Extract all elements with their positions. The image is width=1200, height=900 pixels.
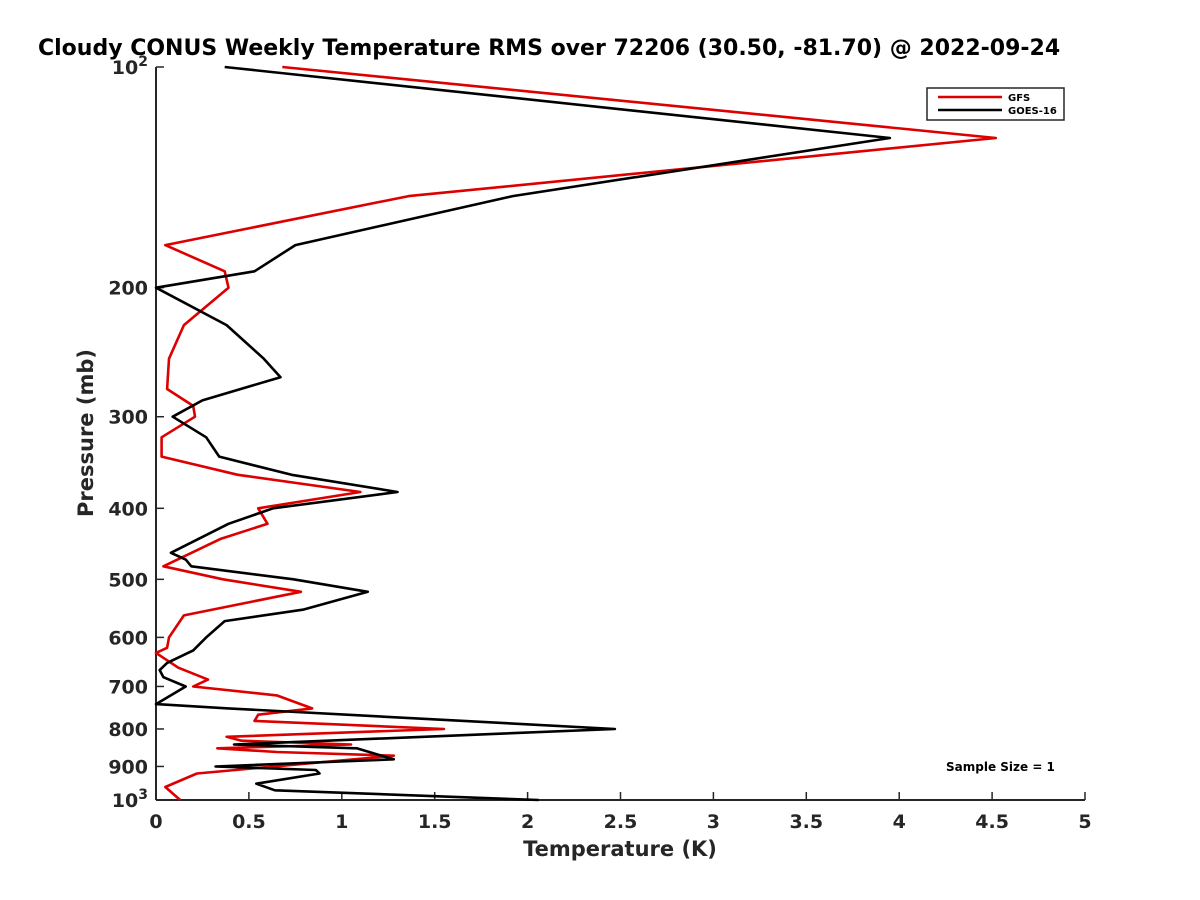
legend-label-gfs: GFS [1008, 93, 1030, 104]
x-tick-label: 2.5 [604, 811, 638, 833]
y-tick-label: 400 [108, 498, 148, 520]
x-tick-label: 0 [149, 811, 162, 833]
x-tick-label: 3.5 [789, 811, 823, 833]
y-tick-label: 103 [112, 787, 148, 812]
x-tick-label: 1 [335, 811, 348, 833]
x-tick-label: 0.5 [232, 811, 266, 833]
y-axis-title: Pressure (mb) [74, 349, 98, 517]
x-tick-label: 3 [707, 811, 720, 833]
y-tick-label: 700 [108, 676, 148, 698]
x-tick-label: 2 [521, 811, 534, 833]
x-axis-ticks: 0 0.5 1 1.5 2 2.5 3 3.5 4 4.5 5 [149, 792, 1092, 833]
y-tick-label: 200 [108, 278, 148, 300]
y-tick-label: 300 [108, 407, 148, 429]
sample-size-annotation: Sample Size = 1 [946, 760, 1055, 774]
legend: GFS GOES-16 [926, 87, 1065, 121]
x-tick-label: 5 [1078, 811, 1091, 833]
y-tick-label: 102 [112, 54, 148, 79]
series-line-goes16 [154, 65, 892, 802]
x-tick-label: 4 [893, 811, 906, 833]
y-tick-label: 500 [108, 569, 148, 591]
y-tick-label: 900 [108, 756, 148, 778]
x-tick-label: 4.5 [975, 811, 1009, 833]
y-tick-label: 600 [108, 627, 148, 649]
legend-label-goes16: GOES-16 [1008, 106, 1057, 117]
y-tick-label: 800 [108, 719, 148, 741]
chart-title: Cloudy CONUS Weekly Temperature RMS over… [38, 36, 1060, 61]
axes [155, 67, 1085, 801]
x-tick-label: 1.5 [418, 811, 452, 833]
x-axis-title: Temperature (K) [523, 837, 717, 861]
y-axis-ticks: 102 200 300 400 500 600 700 800 900 103 [108, 54, 164, 812]
series-layer [154, 65, 998, 802]
series-line-gfs [154, 65, 998, 801]
legend-box [926, 87, 1065, 121]
